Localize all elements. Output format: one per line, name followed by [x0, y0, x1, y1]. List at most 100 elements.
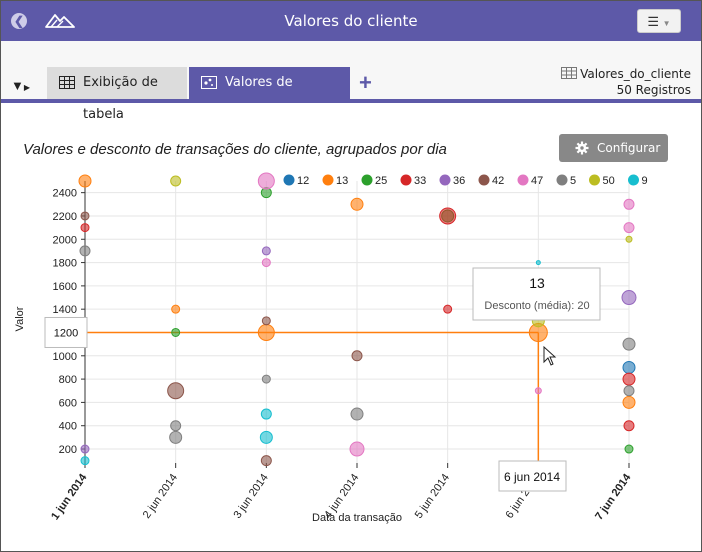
data-point[interactable]: [349, 441, 365, 457]
x-axis-title: Data da transação: [312, 512, 402, 524]
data-point[interactable]: [623, 385, 635, 397]
data-point[interactable]: [80, 444, 90, 454]
y-tick-label: 400: [59, 421, 77, 433]
legend-swatch[interactable]: [589, 174, 600, 186]
crosshair-y-box: [44, 316, 88, 348]
legend-swatch[interactable]: [400, 174, 412, 186]
mountain-logo-icon: [45, 14, 75, 28]
data-point[interactable]: [171, 304, 181, 314]
legend-label: 5: [570, 175, 576, 187]
data-point[interactable]: [167, 382, 185, 400]
x-tick-label: 7 jun 2014: [593, 471, 634, 522]
legend-swatch[interactable]: [478, 174, 490, 186]
data-point[interactable]: [80, 211, 90, 221]
hamburger-menu-button[interactable]: ☰ ▼: [637, 9, 681, 33]
filter-icon[interactable]: ▼▶: [11, 78, 31, 93]
data-point[interactable]: [257, 323, 275, 341]
data-point[interactable]: [625, 235, 633, 243]
data-point[interactable]: [169, 430, 183, 444]
data-point[interactable]: [79, 245, 91, 257]
y-tick-label: 2000: [53, 234, 77, 246]
dataset-table-icon: [561, 67, 578, 79]
data-point[interactable]: [80, 223, 90, 233]
tab-transaction-values-label: Valores de transações: [225, 75, 297, 122]
data-point[interactable]: [622, 337, 636, 351]
legend-swatch[interactable]: [439, 174, 451, 186]
mouse-cursor-icon: [543, 345, 557, 366]
crosshair-y-label: 1200: [54, 327, 78, 339]
x-tick-label: 4 jun 2014: [322, 472, 361, 521]
data-point[interactable]: [623, 198, 635, 210]
data-point[interactable]: [261, 246, 271, 256]
data-point[interactable]: [171, 327, 181, 337]
chart-title: Valores e desconto de transações do clie…: [23, 141, 447, 158]
data-point[interactable]: [259, 430, 273, 444]
tab-transaction-values[interactable]: Valores de transações: [189, 67, 350, 122]
legend-swatch[interactable]: [517, 174, 529, 186]
data-point[interactable]: [351, 350, 363, 362]
tooltip-title: 13: [529, 275, 545, 291]
y-tick-label: 1000: [53, 351, 77, 363]
legend-label: 12: [297, 175, 309, 187]
data-point[interactable]: [78, 174, 92, 188]
y-tick-label: 1200: [53, 327, 77, 339]
y-tick-label: 1600: [53, 281, 77, 293]
data-point[interactable]: [170, 175, 182, 187]
data-point[interactable]: [257, 172, 275, 190]
tab-table-view-label: Exibição de tabela: [83, 75, 158, 122]
data-point[interactable]: [534, 387, 542, 395]
data-point[interactable]: [623, 222, 635, 234]
legend-label: 47: [531, 175, 543, 187]
legend-swatch[interactable]: [628, 174, 639, 186]
add-tab-button[interactable]: +: [359, 70, 372, 95]
data-point[interactable]: [443, 304, 453, 314]
data-point[interactable]: [439, 207, 457, 225]
data-point[interactable]: [623, 420, 635, 432]
dataset-name: Valores_do_cliente: [580, 67, 691, 81]
gear-icon: [575, 141, 589, 155]
legend-label: 36: [453, 175, 465, 187]
data-point[interactable]: [535, 260, 541, 266]
data-point[interactable]: [350, 197, 364, 211]
chart-icon: [201, 76, 217, 89]
data-point[interactable]: [350, 407, 364, 421]
legend-swatch[interactable]: [283, 174, 295, 186]
data-point[interactable]: [260, 187, 272, 199]
tooltip-line: Desconto (média): 20: [484, 300, 589, 312]
table-icon: [59, 76, 75, 89]
legend-swatch[interactable]: [556, 174, 568, 186]
data-point[interactable]: [441, 209, 455, 223]
data-point[interactable]: [261, 374, 271, 384]
data-point[interactable]: [622, 395, 636, 409]
data-point[interactable]: [170, 420, 182, 432]
data-point[interactable]: [261, 258, 271, 268]
data-point[interactable]: [528, 322, 548, 342]
data-point[interactable]: [624, 444, 634, 454]
data-point[interactable]: [261, 316, 271, 326]
legend-label: 50: [603, 175, 615, 187]
data-point[interactable]: [622, 372, 636, 386]
legend-swatch[interactable]: [322, 174, 334, 186]
configure-button[interactable]: Configurar: [559, 134, 668, 162]
data-point[interactable]: [260, 455, 272, 467]
legend-label: 42: [492, 175, 504, 187]
back-icon[interactable]: ❮: [11, 13, 27, 29]
x-tick-label: 1 jun 2014: [49, 471, 90, 522]
legend-label: 25: [375, 175, 387, 187]
x-tick-label: 3 jun 2014: [231, 472, 270, 521]
tab-bar: ▼▶ Exibição de tabela Valores de transaç…: [1, 41, 701, 122]
configure-label: Configurar: [597, 141, 661, 155]
window-title: Valores do cliente: [284, 12, 418, 30]
data-point[interactable]: [80, 456, 90, 466]
data-point[interactable]: [621, 290, 637, 306]
legend-swatch[interactable]: [361, 174, 373, 186]
y-tick-label: 1400: [53, 304, 77, 316]
data-point[interactable]: [260, 408, 272, 420]
title-bar: ❮ Valores do cliente ☰ ▼: [1, 1, 701, 41]
data-point[interactable]: [531, 314, 545, 328]
y-tick-label: 2400: [53, 188, 77, 200]
y-axis-title: Valor: [14, 306, 26, 331]
data-point[interactable]: [622, 360, 636, 374]
tab-table-view[interactable]: Exibição de tabela: [47, 67, 187, 122]
